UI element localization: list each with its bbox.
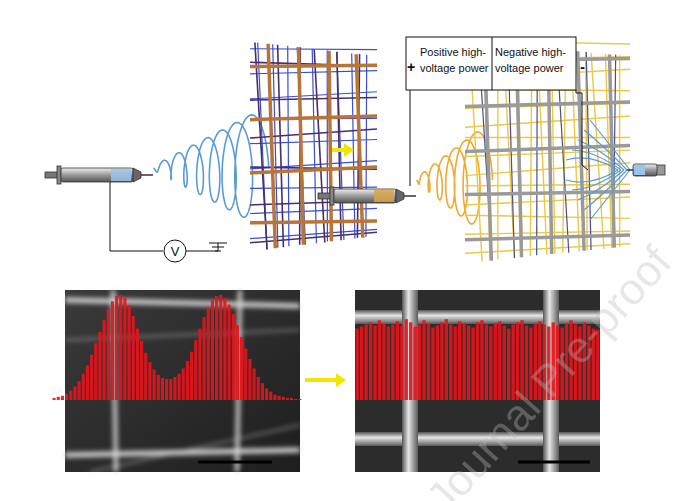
svg-text:-: -: [580, 58, 585, 75]
svg-text:Negative high-: Negative high-: [495, 46, 566, 58]
svg-text:Journal Pre-proof: Journal Pre-proof: [417, 236, 677, 501]
svg-text:V: V: [171, 244, 180, 259]
svg-text:+: +: [407, 59, 415, 75]
svg-text:voltage power: voltage power: [495, 62, 564, 74]
svg-text:Positive high-: Positive high-: [420, 46, 486, 58]
svg-text:voltage power: voltage power: [420, 62, 489, 74]
